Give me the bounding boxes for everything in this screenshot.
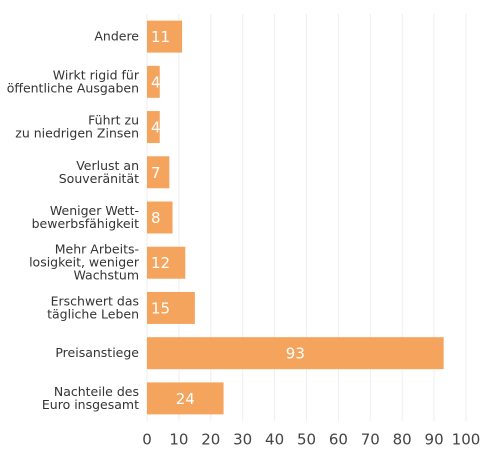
category-label: Erschwert das tägliche Leben [47, 293, 139, 321]
x-tick-label: 30 [233, 431, 252, 449]
x-tick-label: 60 [329, 431, 348, 449]
bar [147, 382, 224, 415]
value-label: 15 [151, 299, 170, 317]
x-tick-label: 20 [201, 431, 220, 449]
bar [147, 111, 160, 144]
x-tick-label: 80 [393, 431, 412, 449]
category-label: Nachteile des Euro insgesamt [42, 383, 139, 411]
x-tick-label: 90 [425, 431, 444, 449]
bar [147, 65, 160, 98]
category-label: Preisanstiege [55, 345, 139, 360]
x-tick-label: 100 [452, 431, 481, 449]
x-tick-label: 50 [297, 431, 316, 449]
category-label: Mehr Arbeits-losigkeit, weniger Wachstum [29, 241, 140, 282]
value-label: 7 [151, 164, 161, 182]
bar [147, 201, 173, 234]
bar [147, 246, 186, 279]
value-label: 12 [151, 254, 170, 272]
category-label: Wirkt rigid für öffentliche Ausgaben [7, 67, 140, 95]
value-label: 4 [151, 73, 161, 91]
bar [147, 20, 183, 53]
x-tick-label: 70 [361, 431, 380, 449]
value-label: 11 [151, 28, 170, 46]
category-label: Verlust an Souveränität [59, 157, 139, 185]
category-label: Andere [94, 28, 139, 43]
x-tick-label: 40 [265, 431, 284, 449]
x-tick-label: 0 [142, 431, 152, 449]
bar [147, 291, 195, 324]
value-label: 24 [176, 390, 195, 408]
category-label: Weniger Wett-bewerbsfähigkeit [32, 203, 139, 231]
x-tick-label: 10 [169, 431, 188, 449]
value-label: 93 [286, 345, 305, 363]
bar [147, 156, 170, 189]
value-label: 8 [151, 209, 161, 227]
bar [147, 337, 444, 370]
category-label: Führt zu zu niedrigen Zinsen [15, 112, 139, 140]
value-label: 4 [151, 119, 161, 137]
